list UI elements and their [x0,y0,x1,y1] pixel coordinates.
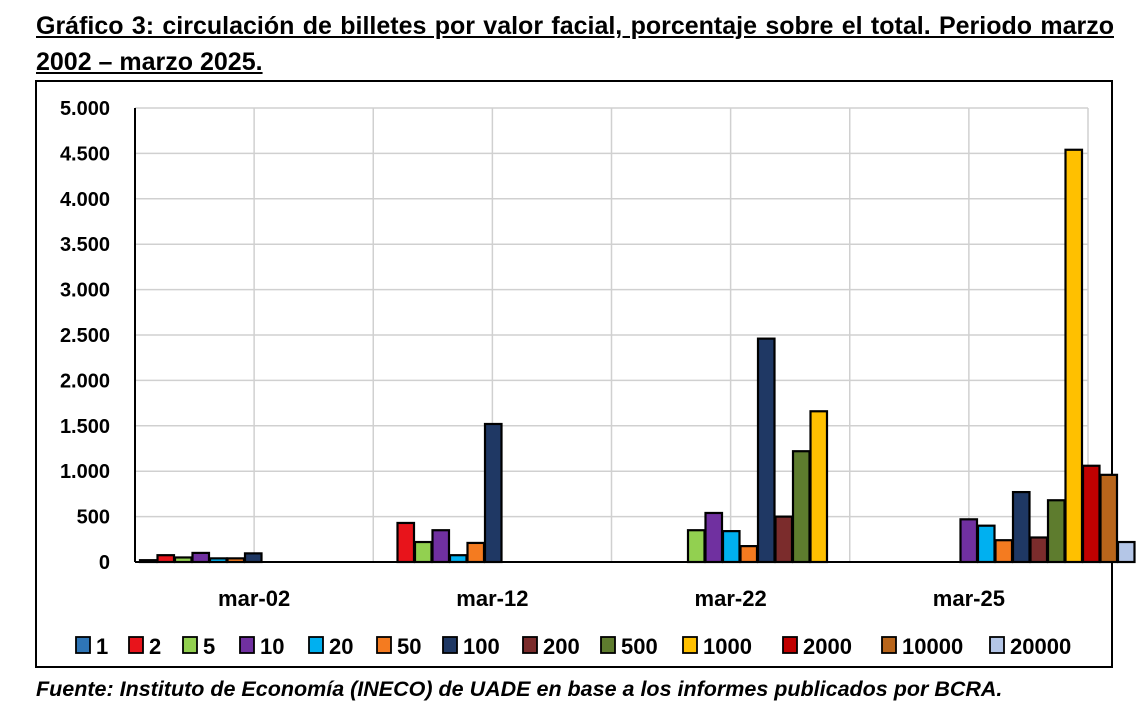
bar-mar-02-2 [156,554,176,564]
y-tick-label: 3.500 [60,234,110,256]
legend-item-100[interactable]: 100 [442,634,500,659]
bar-mar-22-500 [791,450,811,564]
legend-label: 20000 [1010,634,1071,659]
bar-mar-22-50 [739,545,759,564]
bar-mar-25-10 [959,518,979,564]
bar-mar-25-20 [976,524,996,564]
y-tick-label: 4.000 [60,189,110,211]
bar-mar-22-20 [721,530,741,564]
legend-swatch [376,636,392,654]
legend-label: 2 [149,634,161,659]
legend-swatch [522,636,538,654]
legend-label: 50 [397,634,421,659]
bar-mar-25-500 [1046,499,1066,564]
bar-mar-22-200 [774,515,794,564]
source-note: Fuente: Instituto de Economía (INECO) de… [36,677,1003,701]
bar-mar-25-20000 [1116,540,1136,564]
legend-swatch [989,636,1005,654]
bar-mar-25-10000 [1099,473,1119,564]
bar-mar-02-10 [191,551,211,564]
legend-label: 200 [543,634,580,659]
y-tick-label: 1.000 [60,461,110,483]
x-category-label: mar-25 [933,586,1005,611]
legend-swatch [308,636,324,654]
y-tick-label: 5.000 [60,98,110,120]
gridlines [135,107,1089,562]
legend-swatch [442,636,458,654]
legend-swatch [239,636,255,654]
bar-mar-22-100 [756,337,776,564]
legend-label: 2000 [803,634,852,659]
legend-item-10000[interactable]: 10000 [881,634,963,659]
legend-label: 1 [96,634,108,659]
legend-item-50[interactable]: 50 [376,634,421,659]
legend-item-500[interactable]: 500 [600,634,658,659]
legend-swatch [881,636,897,654]
legend-label: 500 [621,634,658,659]
bar-mar-25-50 [994,539,1014,564]
x-category-label: mar-22 [695,586,767,611]
bar-mar-12-20 [448,554,468,564]
legend-label: 20 [329,634,353,659]
bar-mar-12-10 [431,529,451,564]
bar-mar-25-200 [1029,536,1049,564]
bar-mar-12-50 [466,541,486,564]
x-category-label: mar-02 [218,586,290,611]
x-axis-categories: mar-02 mar-12 mar-22 mar-25 [218,586,1005,611]
y-tick-label: 0 [99,552,110,574]
bar-mar-12-5 [413,540,433,564]
y-tick-label: 1.500 [60,416,110,438]
y-tick-label: 3.000 [60,280,110,302]
axes [134,108,1088,563]
legend-item-2[interactable]: 2 [128,634,161,659]
legend-item-20[interactable]: 20 [308,634,353,659]
legend-item-200[interactable]: 200 [522,634,580,659]
chart-title: Gráfico 3: circulación de billetes por v… [36,12,1114,76]
y-tick-label: 2.500 [60,325,110,347]
bar-mar-25-100 [1011,490,1031,564]
bar-mar-12-2 [396,521,416,564]
legend-item-1000[interactable]: 1000 [682,634,752,659]
x-category-label: mar-12 [456,586,528,611]
bar-mar-22-5 [686,529,706,564]
legend-swatch [782,636,798,654]
legend-swatch [182,636,198,654]
bars [138,148,1136,564]
legend-label: 10000 [902,634,963,659]
y-tick-label: 2.000 [60,370,110,392]
legend-swatch [600,636,616,654]
bar-mar-12-100 [483,422,503,564]
bar-mar-22-10 [704,511,724,564]
bar-mar-02-100 [243,552,263,564]
legend-swatch [682,636,698,654]
legend-item-2000[interactable]: 2000 [782,634,852,659]
legend-swatch [128,636,144,654]
y-axis-ticks: 0 500 1.000 1.500 2.000 2.500 3.000 3.500 4.000 4… [60,98,110,574]
legend-label: 1000 [703,634,752,659]
bar-mar-25-1000 [1064,148,1084,564]
legend-swatch [75,636,91,654]
legend-label: 5 [203,634,215,659]
bar-mar-22-1000 [809,410,829,564]
legend[interactable]: 1 2 5 10 20 50 100 200 500 1000 2000 10000 20000 [75,634,1071,659]
legend-label: 10 [260,634,284,659]
y-tick-label: 500 [77,507,110,529]
legend-item-20000[interactable]: 20000 [989,634,1071,659]
legend-item-10[interactable]: 10 [239,634,284,659]
legend-item-1[interactable]: 1 [75,634,108,659]
y-tick-label: 4.500 [60,143,110,165]
bar-mar-25-2000 [1081,464,1101,564]
legend-label: 100 [463,634,500,659]
chart-frame [35,80,1113,668]
legend-item-5[interactable]: 5 [182,634,215,659]
